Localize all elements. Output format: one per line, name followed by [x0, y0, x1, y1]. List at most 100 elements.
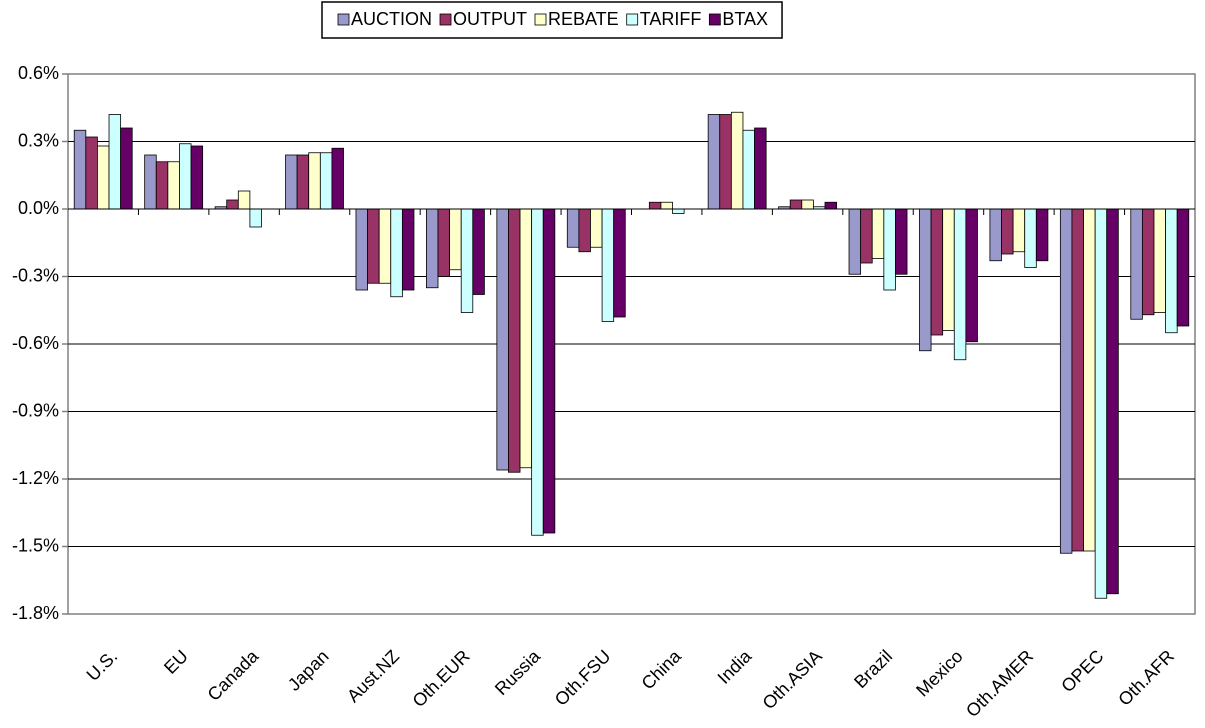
legend: AUCTION OUTPUT REBATE TARIFF BTAX: [321, 1, 783, 39]
bar: [860, 208, 873, 264]
bar: [930, 208, 944, 336]
y-tick-label: 0.0%: [18, 198, 59, 218]
bar: [519, 208, 533, 469]
bar: [578, 208, 591, 253]
bar: [1153, 208, 1166, 313]
bar: [120, 127, 133, 210]
bar: [566, 208, 580, 248]
bar: [919, 208, 932, 352]
y-tick-label: -1.8%: [12, 603, 59, 623]
x-tick-label: Oth.AFR: [1114, 646, 1178, 710]
bar: [660, 201, 673, 210]
y-tick-label: 0.6%: [18, 63, 59, 83]
bar: [1141, 208, 1155, 316]
bar: [319, 152, 333, 210]
bar: [1130, 208, 1143, 320]
bar: [167, 161, 180, 210]
legend-box: [321, 1, 783, 39]
bar: [437, 208, 451, 277]
bar: [237, 190, 251, 210]
bar: [331, 147, 344, 210]
bar: [73, 129, 87, 210]
x-tick-label: EU: [160, 646, 192, 678]
bar: [1106, 208, 1119, 595]
bar: [155, 161, 169, 210]
bar: [1176, 208, 1190, 327]
bar: [296, 154, 310, 210]
y-tick-label: -1.2%: [12, 468, 59, 488]
x-tick-label: China: [638, 645, 686, 693]
x-tick-label: Oth.FSU: [551, 646, 615, 710]
bar: [108, 114, 122, 210]
bar: [730, 111, 744, 210]
legend-swatch: [534, 13, 547, 26]
bar: [496, 208, 509, 471]
bar: [1024, 208, 1037, 268]
bar: [1012, 208, 1026, 253]
y-tick-label: 0.3%: [18, 130, 59, 150]
bar: [1071, 208, 1084, 552]
legend-label: REBATE: [548, 9, 619, 29]
bar: [472, 208, 485, 295]
bar: [989, 208, 1002, 262]
bar: [1059, 208, 1073, 554]
bar: [942, 208, 955, 331]
bar: [613, 208, 626, 318]
bar: [249, 208, 262, 228]
y-tick-label: -0.6%: [12, 333, 59, 353]
x-tick-label: U.S.: [83, 646, 122, 685]
bar: [742, 129, 755, 210]
legend-label: OUTPUT: [453, 9, 527, 29]
x-tick-label: OPEC: [1057, 646, 1107, 696]
bar: [179, 143, 192, 210]
legend-label: AUCTION: [351, 9, 432, 29]
bar: [401, 208, 415, 291]
bar: [1094, 208, 1108, 599]
bar: [85, 136, 98, 210]
x-tick-label: Oth.EUR: [409, 646, 474, 711]
y-tick-label: -0.3%: [12, 265, 59, 285]
x-tick-label: Japan: [284, 646, 333, 695]
bar: [144, 154, 157, 210]
bar: [308, 152, 321, 210]
x-tick-label: Canada: [204, 645, 263, 704]
legend-swatch: [626, 13, 639, 26]
bar: [965, 208, 978, 343]
bar: [508, 208, 521, 473]
bar: [1083, 208, 1096, 552]
x-tick-label: Oth.ASIA: [759, 646, 826, 713]
bar: [378, 208, 392, 284]
bar: [601, 208, 615, 322]
bar: [719, 114, 732, 210]
bar: [895, 208, 908, 275]
bar: [426, 208, 439, 289]
bar: [390, 208, 403, 298]
bar: [97, 145, 110, 210]
legend-swatch: [439, 13, 452, 26]
bar: [848, 208, 862, 275]
x-tick-label: India: [714, 645, 756, 687]
bar: [672, 208, 685, 214]
bar: [883, 208, 896, 291]
bar: [226, 199, 239, 210]
bar: [531, 208, 544, 536]
bar: [590, 208, 603, 248]
bar: [648, 201, 662, 210]
bar: [789, 199, 803, 210]
bar: [1165, 208, 1178, 334]
x-tick-label: Russia: [491, 645, 545, 699]
bar: [542, 208, 556, 534]
bar: [1001, 208, 1014, 255]
bar: [871, 208, 885, 259]
y-tick-label: -1.5%: [12, 535, 59, 555]
legend-label: BTAX: [722, 9, 768, 29]
bar: [707, 114, 721, 210]
bar: [1035, 208, 1049, 262]
x-tick-label: Brazil: [850, 646, 896, 692]
y-tick-label: -0.9%: [12, 400, 59, 420]
bar: [355, 208, 368, 291]
bar: [367, 208, 380, 284]
bar: [754, 127, 767, 210]
x-tick-label: Oth.AMER: [962, 646, 1037, 721]
